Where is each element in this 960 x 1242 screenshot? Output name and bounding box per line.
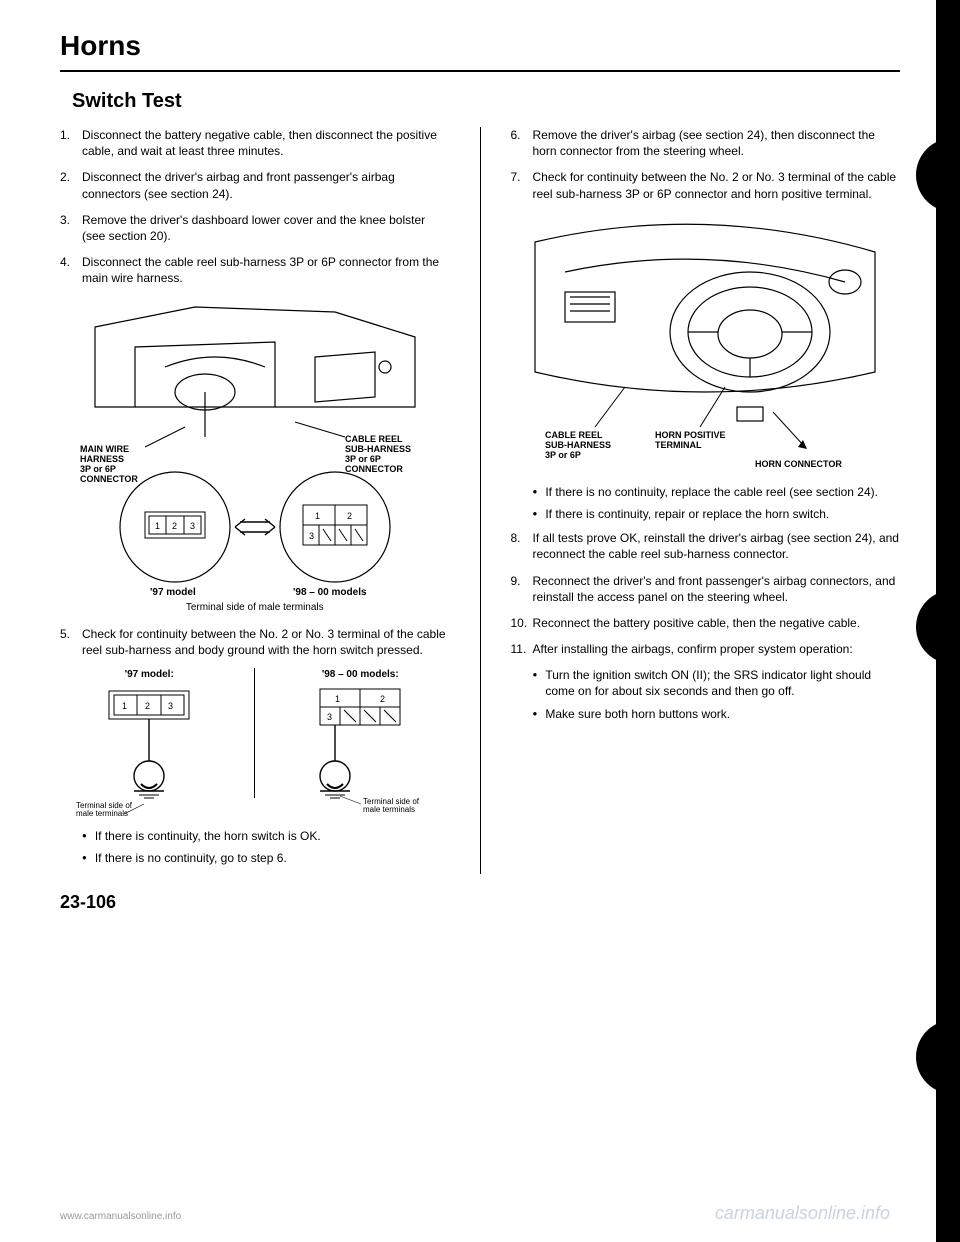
figure-connector-ground: '97 model: 1 2 3 — [60, 668, 450, 816]
model-label-97: '97 model — [150, 587, 196, 597]
step-text: Check for continuity between the No. 2 o… — [82, 626, 450, 658]
svg-text:2: 2 — [380, 694, 385, 704]
svg-text:3P or 6P: 3P or 6P — [80, 464, 116, 474]
svg-text:2: 2 — [145, 701, 150, 711]
step-num: 10. — [511, 615, 533, 631]
svg-text:3: 3 — [190, 521, 195, 531]
step-text: Check for continuity between the No. 2 o… — [533, 169, 901, 201]
step-text: Reconnect the driver's and front passeng… — [533, 573, 901, 605]
figure-steering-wheel: CABLE REEL SUB-HARNESS 3P or 6P HORN POS… — [511, 212, 901, 472]
svg-text:1: 1 — [122, 701, 127, 711]
step-text: Disconnect the battery negative cable, t… — [82, 127, 450, 159]
svg-text:3P or 6P: 3P or 6P — [545, 450, 581, 460]
svg-text:HORN POSITIVE: HORN POSITIVE — [655, 430, 726, 440]
svg-text:SUB-HARNESS: SUB-HARNESS — [545, 440, 611, 450]
figure-caption: Terminal side of male terminals — [60, 601, 450, 615]
step-num: 6. — [511, 127, 533, 159]
model-label: '97 model: — [64, 668, 234, 682]
bullet-text: Make sure both horn buttons work. — [545, 706, 730, 722]
divider-vertical — [254, 668, 255, 798]
step-text: After installing the airbags, confirm pr… — [533, 641, 901, 657]
watermark-url: www.carmanualsonline.info — [60, 1211, 181, 1222]
step-text: Remove the driver's dashboard lower cove… — [82, 212, 450, 244]
right-column: 6.Remove the driver's airbag (see sectio… — [511, 127, 901, 874]
model-label-98: '98 – 00 models — [293, 587, 367, 597]
step-num: 8. — [511, 530, 533, 562]
svg-text:2: 2 — [347, 511, 352, 521]
svg-text:SUB-HARNESS: SUB-HARNESS — [345, 444, 411, 454]
svg-text:CABLE REEL: CABLE REEL — [545, 430, 603, 440]
step-text: Disconnect the cable reel sub-harness 3P… — [82, 254, 450, 286]
divider — [60, 70, 900, 72]
step-num: 1. — [60, 127, 82, 159]
step-text: Disconnect the driver's airbag and front… — [82, 169, 450, 201]
left-column: 1.Disconnect the battery negative cable,… — [60, 127, 450, 874]
step-num: 11. — [511, 641, 533, 657]
thumb-tab — [916, 1020, 960, 1094]
step-num: 7. — [511, 169, 533, 201]
label-cable-reel: CABLE REEL — [345, 434, 403, 444]
section-title: Switch Test — [72, 90, 900, 113]
figure-dashboard-connectors: MAIN WIRE HARNESS 3P or 6P CONNECTOR CAB… — [60, 297, 450, 615]
label-main-harness: MAIN WIRE — [80, 444, 129, 454]
bullet-text: If there is continuity, repair or replac… — [545, 506, 829, 522]
svg-text:1: 1 — [335, 694, 340, 704]
svg-text:3: 3 — [309, 531, 314, 541]
page-title: Horns — [60, 30, 900, 62]
svg-text:TERMINAL: TERMINAL — [655, 440, 702, 450]
svg-text:2: 2 — [172, 521, 177, 531]
svg-text:male terminals: male terminals — [363, 805, 415, 814]
step-num: 3. — [60, 212, 82, 244]
bullet-text: If there is no continuity, go to step 6. — [95, 850, 287, 866]
column-separator — [480, 127, 481, 874]
svg-text:HARNESS: HARNESS — [80, 454, 124, 464]
svg-text:CONNECTOR: CONNECTOR — [345, 464, 403, 474]
svg-text:3: 3 — [168, 701, 173, 711]
bullet-text: If there is continuity, the horn switch … — [95, 828, 321, 844]
step-num: 4. — [60, 254, 82, 286]
step-num: 9. — [511, 573, 533, 605]
step-text: If all tests prove OK, reinstall the dri… — [533, 530, 901, 562]
model-label: '98 – 00 models: — [275, 668, 445, 682]
watermark: carmanualsonline.info — [715, 1203, 890, 1224]
svg-text:1: 1 — [315, 511, 320, 521]
step-text: Reconnect the battery positive cable, th… — [533, 615, 901, 631]
svg-text:1: 1 — [155, 521, 160, 531]
bullet-text: If there is no continuity, replace the c… — [545, 484, 878, 500]
step-text: Remove the driver's airbag (see section … — [533, 127, 901, 159]
svg-text:HORN CONNECTOR: HORN CONNECTOR — [755, 459, 842, 469]
bullet-text: Turn the ignition switch ON (II); the SR… — [545, 667, 900, 699]
step-num: 2. — [60, 169, 82, 201]
svg-text:3: 3 — [327, 712, 332, 722]
svg-text:CONNECTOR: CONNECTOR — [80, 474, 138, 484]
step-num: 5. — [60, 626, 82, 658]
svg-text:male terminals: male terminals — [76, 809, 128, 816]
page-number: 23-106 — [60, 892, 900, 913]
svg-text:3P or 6P: 3P or 6P — [345, 454, 381, 464]
